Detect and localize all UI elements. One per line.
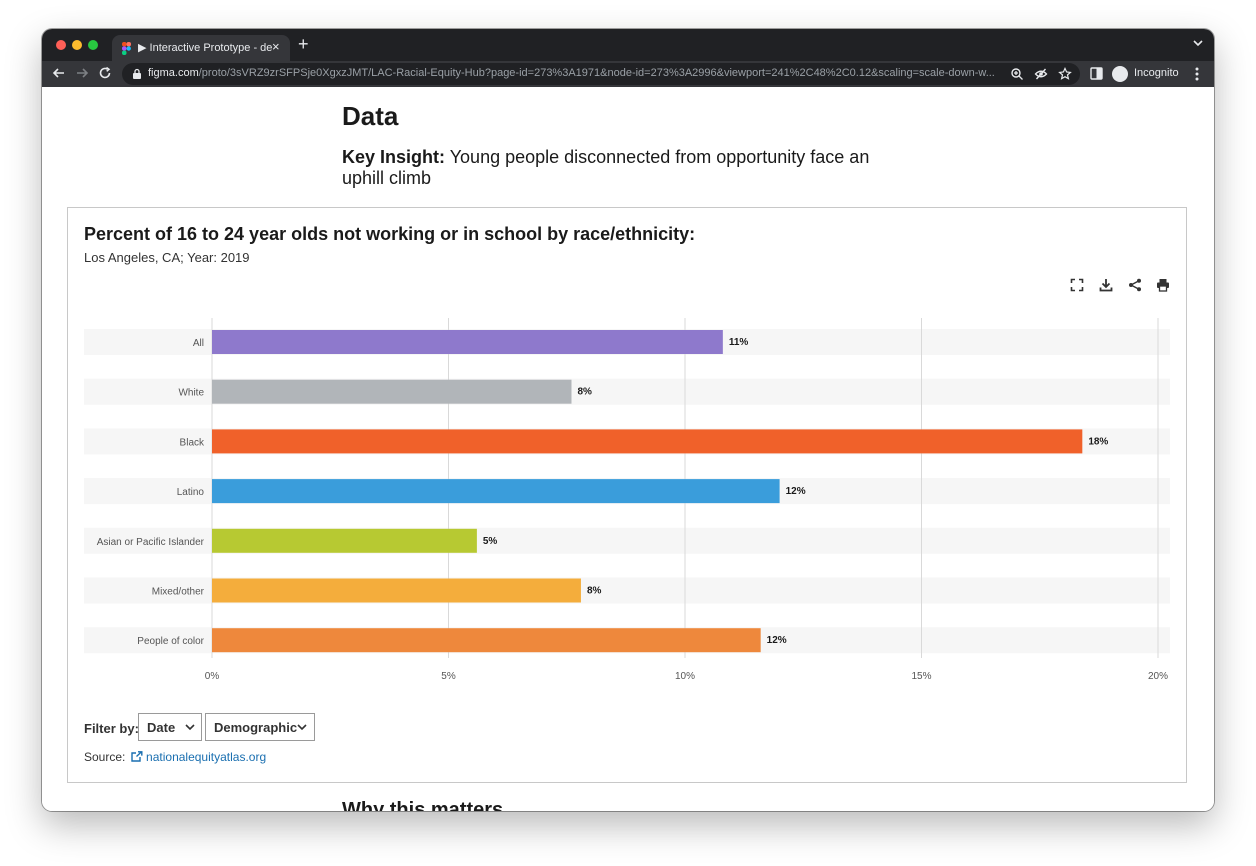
reload-icon[interactable]	[98, 66, 112, 80]
source-row: Source: nationalequityatlas.org	[84, 750, 266, 764]
url-text: figma.com/proto/3sVRZ9zrSFPSje0XgxzJMT/L…	[148, 67, 1008, 79]
figma-icon	[122, 42, 131, 55]
back-icon[interactable]	[52, 66, 66, 80]
window-close-button[interactable]	[56, 40, 66, 50]
new-tab-button[interactable]: +	[298, 34, 309, 54]
category-label: Black	[180, 437, 205, 448]
fullscreen-icon[interactable]	[1070, 278, 1084, 292]
print-icon[interactable]	[1156, 278, 1170, 292]
incognito-label: Incognito	[1134, 67, 1179, 79]
bar-chart: All 11% White 8% Black 18% Latino 12% Asian or P…	[84, 318, 1170, 682]
demographic-filter-label: Demographic	[214, 720, 298, 735]
window-minimize-button[interactable]	[72, 40, 82, 50]
category-label: Mixed/other	[152, 587, 205, 598]
tab-close-icon[interactable]: ×	[272, 39, 280, 54]
bar	[212, 429, 1083, 454]
data-label: 8%	[587, 586, 602, 597]
bookmark-star-icon[interactable]	[1058, 67, 1072, 81]
download-icon[interactable]	[1099, 278, 1113, 292]
tab-strip: ▶ Interactive Prototype - desktop × +	[42, 29, 1214, 61]
key-insight-text: Young people disconnected from opportuni…	[342, 147, 870, 188]
browser-menu-icon[interactable]	[1194, 66, 1200, 82]
source-label: Source:	[84, 750, 126, 764]
bar	[212, 330, 723, 354]
key-insight-label: Key Insight:	[342, 147, 446, 167]
category-label: All	[193, 338, 204, 349]
x-tick-label: 10%	[675, 671, 695, 682]
section-heading: Data	[342, 101, 399, 131]
tab-search-chevron-icon[interactable]	[1192, 37, 1204, 49]
chevron-down-icon	[185, 724, 195, 731]
bar	[212, 528, 477, 553]
date-filter-label: Date	[147, 720, 176, 735]
share-icon[interactable]	[1128, 278, 1142, 292]
page-content: Data Key Insight: Young people disconnec…	[42, 87, 1214, 811]
category-label: Asian or Pacific Islander	[97, 537, 205, 548]
lock-icon	[133, 68, 141, 79]
browser-tab[interactable]: ▶ Interactive Prototype - desktop ×	[112, 35, 290, 61]
category-label: White	[178, 388, 204, 399]
external-link-icon[interactable]	[131, 751, 143, 762]
why-this-matters-heading: Why this matters	[342, 799, 504, 811]
key-insight: Key Insight: Young people disconnected f…	[342, 147, 902, 189]
bar	[212, 578, 581, 603]
x-tick-label: 15%	[911, 671, 931, 682]
data-label: 8%	[577, 387, 592, 398]
data-label: 5%	[483, 536, 498, 547]
filter-label: Filter by:	[84, 721, 139, 736]
category-label: Latino	[177, 487, 205, 498]
window-zoom-button[interactable]	[88, 40, 98, 50]
url-path: /proto/3sVRZ9zrSFPSje0XgxzJMT/LAC-Racial…	[198, 67, 995, 79]
date-filter-dropdown[interactable]: Date	[138, 713, 202, 741]
side-panel-icon[interactable]	[1090, 67, 1103, 80]
source-link[interactable]: nationalequityatlas.org	[146, 750, 267, 764]
tracking-protection-icon[interactable]	[1034, 67, 1048, 81]
data-label: 12%	[786, 486, 806, 497]
data-label: 12%	[767, 635, 787, 646]
x-tick-label: 0%	[205, 671, 220, 682]
url-host: figma.com	[148, 67, 199, 79]
chart-title: Percent of 16 to 24 year olds not workin…	[84, 224, 696, 244]
bar	[212, 479, 780, 504]
browser-window: ▶ Interactive Prototype - desktop × + fi…	[42, 29, 1214, 811]
data-label: 11%	[729, 337, 749, 348]
chart-subtitle: Los Angeles, CA; Year: 2019	[84, 250, 250, 265]
bar	[212, 628, 761, 653]
tab-title: ▶ Interactive Prototype - desktop	[138, 42, 272, 54]
address-bar[interactable]: figma.com/proto/3sVRZ9zrSFPSje0XgxzJMT/L…	[122, 63, 1080, 85]
data-label: 18%	[1088, 436, 1108, 447]
demographic-filter-dropdown[interactable]: Demographic	[205, 713, 315, 741]
browser-toolbar: figma.com/proto/3sVRZ9zrSFPSje0XgxzJMT/L…	[42, 61, 1214, 87]
forward-icon[interactable]	[75, 66, 89, 80]
chart-card: Percent of 16 to 24 year olds not workin…	[67, 207, 1187, 783]
bar	[212, 379, 572, 404]
zoom-icon[interactable]	[1010, 67, 1024, 81]
chevron-down-icon	[297, 724, 307, 731]
x-tick-label: 20%	[1148, 671, 1168, 682]
incognito-profile-button[interactable]: Incognito	[1110, 65, 1182, 83]
x-tick-label: 5%	[441, 671, 456, 682]
incognito-icon	[1112, 66, 1128, 82]
category-label: People of color	[137, 636, 204, 647]
